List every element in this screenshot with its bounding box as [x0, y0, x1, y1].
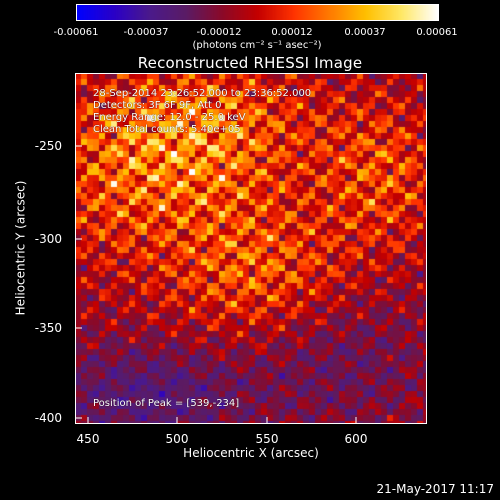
y-tick-label: -400: [34, 411, 62, 425]
y-tick-label: -300: [34, 232, 62, 246]
image-title: Reconstructed RHESSI Image: [137, 54, 363, 72]
plot-timestamp: 21-May-2017 11:17: [376, 482, 494, 496]
y-tick-label: -250: [34, 139, 62, 153]
rhessi-image-raster: [75, 73, 427, 424]
info-energy-range: Energy Range: 12.0 - 25.0 keV: [93, 112, 246, 123]
peak-position: Position of Peak = [539,-234]: [93, 398, 240, 409]
colorbar-tick-label: -0.00037: [123, 27, 169, 38]
info-algorithm: Clean Total counts: 5.40e+05: [93, 124, 241, 135]
colorbar-tick-label: -0.00012: [196, 27, 242, 38]
colorbar-tick-label: 0.00037: [344, 27, 386, 38]
x-tick-label: 500: [165, 432, 189, 446]
info-detectors: Detectors: 3F 6F 9F, Att 0: [93, 100, 222, 111]
colorbar-tick-label: 0.00061: [416, 27, 458, 38]
y-tick-label: -350: [34, 321, 62, 335]
rhessi-image-plot: [75, 73, 427, 424]
x-axis-label: Heliocentric X (arcsec): [183, 446, 319, 460]
info-time-range: 28-Sep-2014 23:26:52.000 to 23:36:52.000: [93, 88, 312, 99]
colorbar-gradient: [76, 4, 439, 21]
x-tick-label: 600: [344, 432, 368, 446]
colorbar-tick-label: -0.00061: [53, 27, 99, 38]
y-axis-label: Heliocentric Y (arcsec): [13, 180, 28, 316]
x-tick-label: 550: [255, 432, 279, 446]
x-tick-label: 450: [76, 432, 100, 446]
colorbar-units: (photons cm⁻² s⁻¹ asec⁻²): [192, 40, 322, 51]
colorbar-tick-label: 0.00012: [271, 27, 313, 38]
